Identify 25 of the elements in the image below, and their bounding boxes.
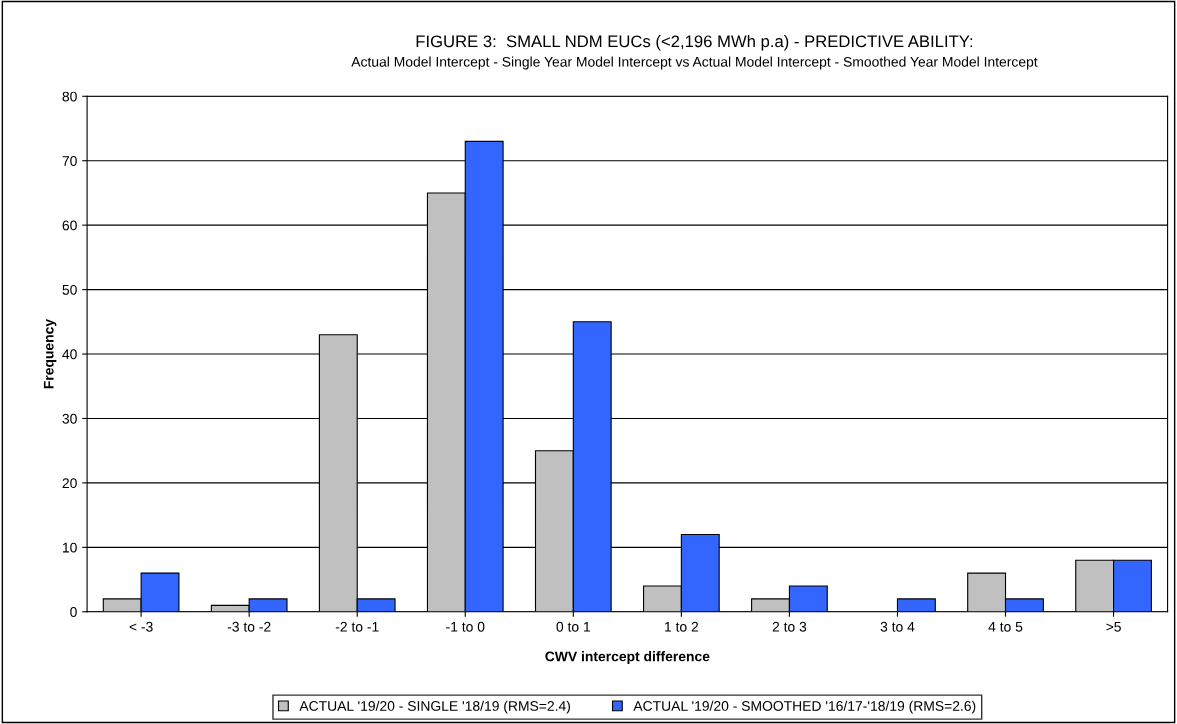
x-axis-title: CWV intercept difference [545,651,710,665]
y-tick-label: 40 [62,349,77,360]
y-tick-label: 30 [62,413,77,424]
x-tick-label: -3 to -2 [227,621,271,632]
y-tick-label: 70 [62,156,77,166]
x-tick-label: 1 to 2 [665,621,699,632]
y-tick-label: 80 [62,91,77,102]
legend-label: ACTUAL '19/20 - SINGLE '18/19 (RMS=2.4) [299,700,570,714]
x-tick-label: -1 to 0 [446,621,485,632]
x-tick-label: 0 to 1 [556,621,591,632]
y-axis-title: Frequency [43,318,57,389]
y-tick-label: 10 [62,542,77,553]
legend-label: ACTUAL '19/20 - SMOOTHED '16/17-'18/19 (RMS=2.6) [633,700,976,714]
x-tick-label: 3 to 4 [880,621,915,632]
x-tick-label: >5 [1106,622,1121,632]
chart-subtitle: Actual Model Intercept - Single Year Model Intercept vs Actual Model Intercept - Smoothed Year Model Intercept [351,56,1038,70]
y-tick-label: 60 [62,220,77,231]
x-tick-label: 2 to 3 [772,621,807,632]
y-tick-label: 20 [62,478,77,489]
chart-title: FIGURE 3: SMALL NDM EUCs (<2,196 MWh p.a) - PREDICTIVE ABILITY: [416,34,973,51]
x-tick-label: < -3 [129,621,153,632]
y-tick-label: 50 [62,284,77,295]
x-tick-label: 4 to 5 [988,622,1023,632]
y-tick-label: 0 [70,607,77,617]
x-tick-label: -2 to -1 [335,621,379,632]
